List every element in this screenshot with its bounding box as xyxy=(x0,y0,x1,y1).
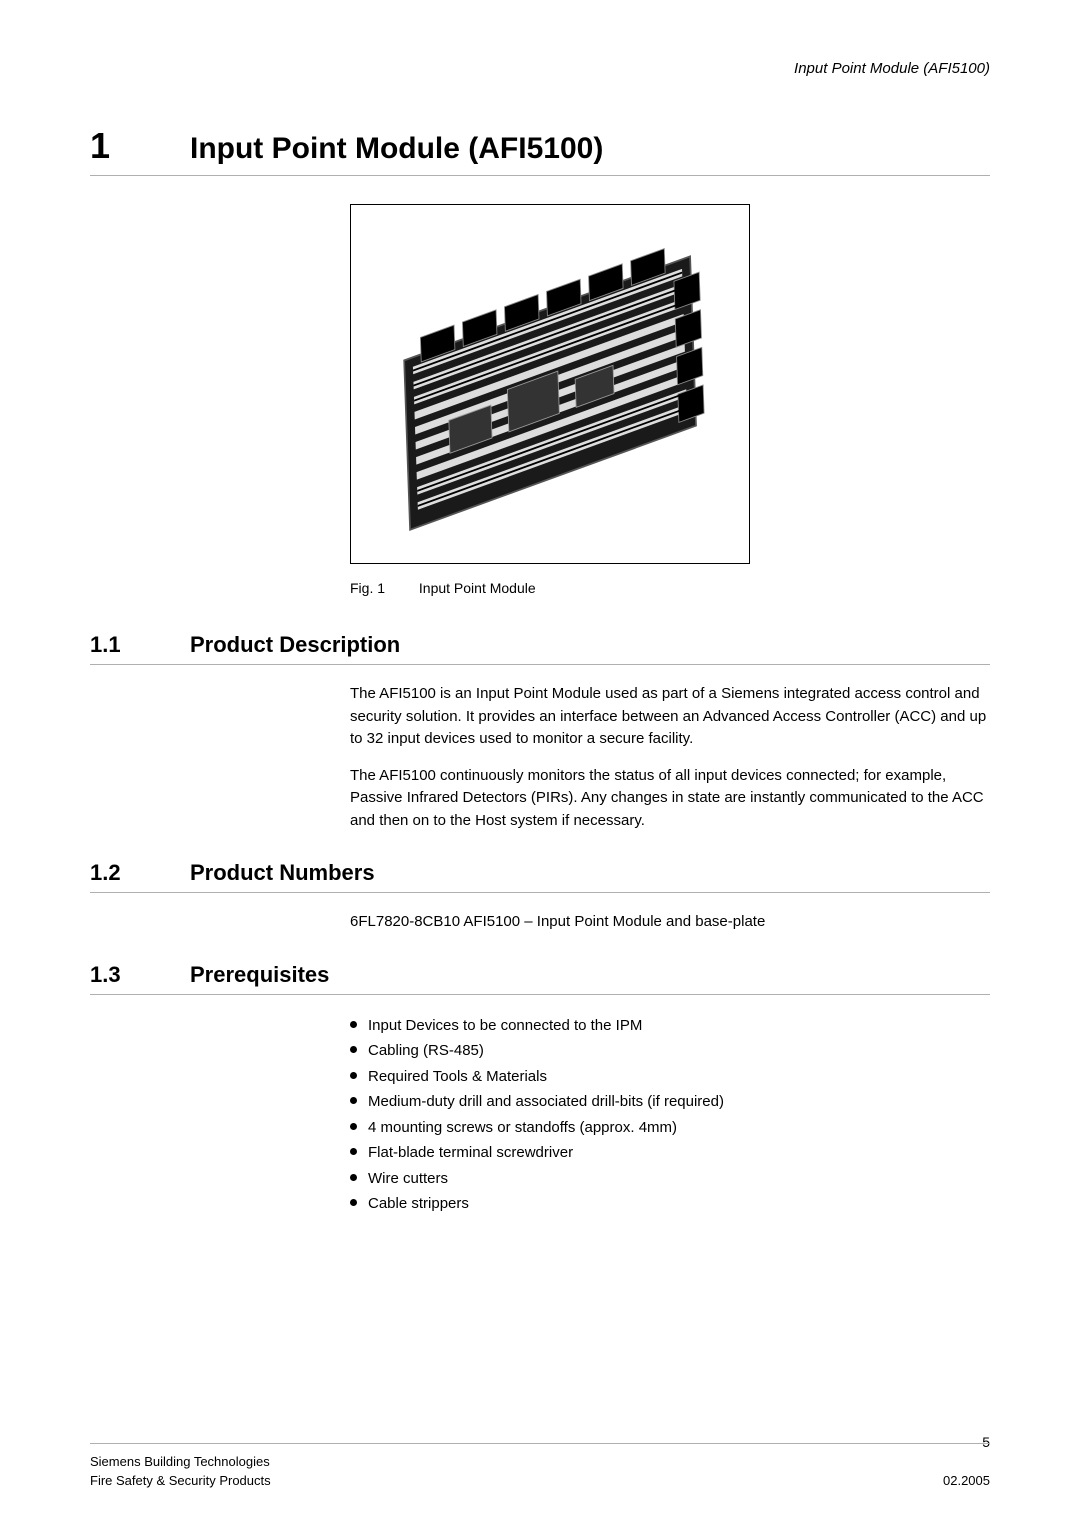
list-item: Required Tools & Materials xyxy=(350,1064,990,1090)
section-1-3-heading: 1.3 Prerequisites xyxy=(90,962,990,995)
list-item: Flat-blade terminal screwdriver xyxy=(350,1140,990,1166)
section-title: Product Description xyxy=(190,632,400,658)
list-item: Medium-duty drill and associated drill-b… xyxy=(350,1089,990,1115)
section-1-1-heading: 1.1 Product Description xyxy=(90,632,990,665)
prerequisites-list: Input Devices to be connected to the IPM… xyxy=(350,1013,990,1217)
list-item: Input Devices to be connected to the IPM xyxy=(350,1013,990,1039)
list-item: 4 mounting screws or standoffs (approx. … xyxy=(350,1115,990,1141)
section-title: Prerequisites xyxy=(190,962,329,988)
chapter-heading: 1 Input Point Module (AFI5100) xyxy=(90,125,990,176)
chapter-title: Input Point Module (AFI5100) xyxy=(190,132,603,166)
figure-label: Fig. 1 xyxy=(350,580,385,596)
section-title: Product Numbers xyxy=(190,860,375,886)
figure-image xyxy=(350,204,750,564)
circuit-board-illustration xyxy=(371,223,729,545)
paragraph: The AFI5100 continuously monitors the st… xyxy=(350,765,990,833)
list-item: Cable strippers xyxy=(350,1191,990,1217)
footer-division: Fire Safety & Security Products xyxy=(90,1473,271,1488)
section-number: 1.3 xyxy=(90,962,190,988)
footer-date: 02.2005 xyxy=(943,1473,990,1488)
figure-caption-text: Input Point Module xyxy=(419,580,536,596)
section-1-1-body: The AFI5100 is an Input Point Module use… xyxy=(350,683,990,832)
paragraph: The AFI5100 is an Input Point Module use… xyxy=(350,683,990,751)
product-number-line: 6FL7820-8CB10 AFI5100 – Input Point Modu… xyxy=(350,911,990,934)
section-1-2-body: 6FL7820-8CB10 AFI5100 – Input Point Modu… xyxy=(350,911,990,934)
page-footer: Siemens Building Technologies Fire Safet… xyxy=(90,1443,990,1488)
list-item: Wire cutters xyxy=(350,1166,990,1192)
chapter-number: 1 xyxy=(90,125,190,167)
figure-caption: Fig. 1 Input Point Module xyxy=(350,580,990,596)
running-header: Input Point Module (AFI5100) xyxy=(90,60,990,77)
list-item: Cabling (RS-485) xyxy=(350,1038,990,1064)
footer-company: Siemens Building Technologies xyxy=(90,1454,270,1469)
section-1-2-heading: 1.2 Product Numbers xyxy=(90,860,990,893)
section-number: 1.2 xyxy=(90,860,190,886)
section-number: 1.1 xyxy=(90,632,190,658)
